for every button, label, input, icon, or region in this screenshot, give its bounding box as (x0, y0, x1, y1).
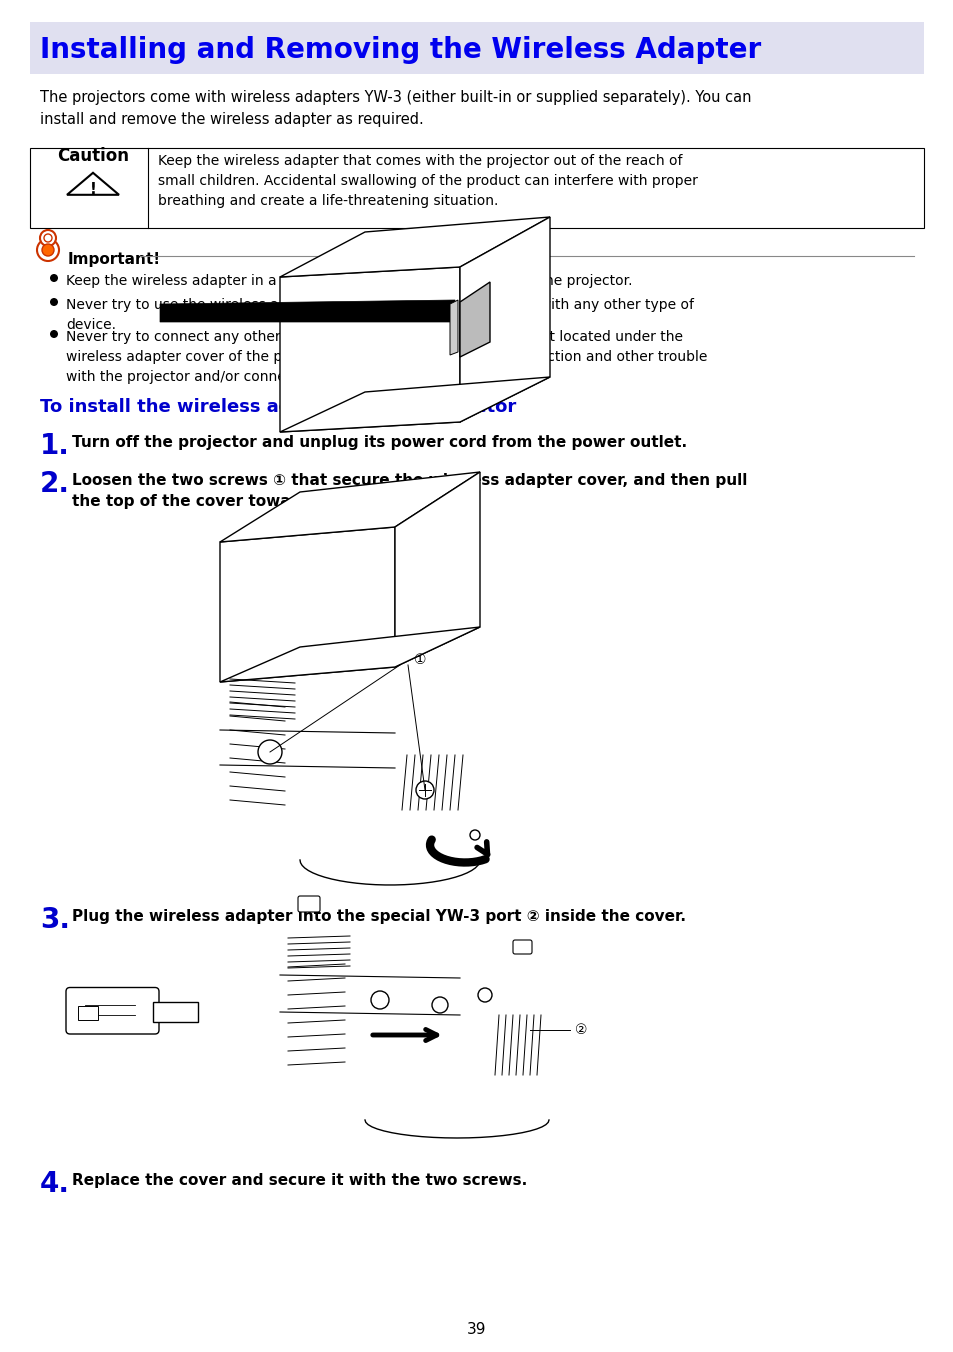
FancyBboxPatch shape (513, 940, 532, 955)
Text: ②: ② (575, 1023, 587, 1037)
Circle shape (257, 740, 282, 764)
Circle shape (432, 996, 448, 1013)
Circle shape (470, 830, 479, 840)
Text: Installing and Removing the Wireless Adapter: Installing and Removing the Wireless Ada… (40, 37, 760, 64)
Text: 3.: 3. (40, 906, 70, 934)
Polygon shape (220, 472, 479, 542)
Polygon shape (280, 377, 550, 433)
Text: 39: 39 (467, 1322, 486, 1337)
Polygon shape (450, 300, 457, 356)
Polygon shape (67, 173, 119, 195)
Polygon shape (160, 300, 455, 322)
Polygon shape (220, 627, 479, 681)
FancyBboxPatch shape (297, 896, 319, 913)
FancyBboxPatch shape (66, 987, 159, 1034)
Polygon shape (459, 283, 490, 357)
Text: ①: ① (414, 653, 426, 667)
Text: Turn off the projector and unplug its power cord from the power outlet.: Turn off the projector and unplug its po… (71, 435, 686, 450)
FancyBboxPatch shape (30, 22, 923, 74)
Text: Keep the wireless adapter that comes with the projector out of the reach of
smal: Keep the wireless adapter that comes wit… (158, 154, 698, 208)
Text: 1.: 1. (40, 433, 70, 460)
Circle shape (50, 330, 58, 338)
FancyBboxPatch shape (152, 1002, 198, 1022)
Text: To install the wireless adapter on the projector: To install the wireless adapter on the p… (40, 397, 516, 416)
Text: Important!: Important! (68, 251, 161, 266)
Text: Keep the wireless adapter in a safe place when it is not installed on the projec: Keep the wireless adapter in a safe plac… (66, 274, 632, 288)
Text: Replace the cover and secure it with the two screws.: Replace the cover and secure it with the… (71, 1174, 527, 1188)
Polygon shape (459, 218, 550, 422)
Circle shape (37, 239, 59, 261)
Text: Loosen the two screws ① that secure the wireless adapter cover, and then pull
th: Loosen the two screws ① that secure the … (71, 473, 746, 508)
Circle shape (416, 781, 434, 799)
Text: Plug the wireless adapter into the special YW-3 port ② inside the cover.: Plug the wireless adapter into the speci… (71, 909, 685, 923)
Polygon shape (395, 472, 479, 667)
Text: Never try to use the wireless adapter that comes with the projector with any oth: Never try to use the wireless adapter th… (66, 297, 693, 333)
Circle shape (44, 234, 52, 242)
Text: !: ! (90, 181, 96, 196)
Text: Never try to connect any other type of device to the special YW-3 port located u: Never try to connect any other type of d… (66, 330, 706, 384)
Circle shape (50, 297, 58, 306)
Polygon shape (280, 218, 550, 277)
Polygon shape (280, 266, 459, 433)
Circle shape (40, 230, 56, 246)
Text: 2.: 2. (40, 470, 70, 498)
Text: The projectors come with wireless adapters YW-3 (either built-in or supplied sep: The projectors come with wireless adapte… (40, 91, 751, 127)
Text: 4.: 4. (40, 1169, 70, 1198)
Circle shape (477, 988, 492, 1002)
Circle shape (371, 991, 389, 1009)
FancyBboxPatch shape (30, 147, 923, 228)
Circle shape (42, 243, 54, 256)
FancyBboxPatch shape (78, 1006, 98, 1019)
Polygon shape (220, 527, 395, 681)
Circle shape (50, 274, 58, 283)
Text: Caution: Caution (57, 147, 129, 165)
